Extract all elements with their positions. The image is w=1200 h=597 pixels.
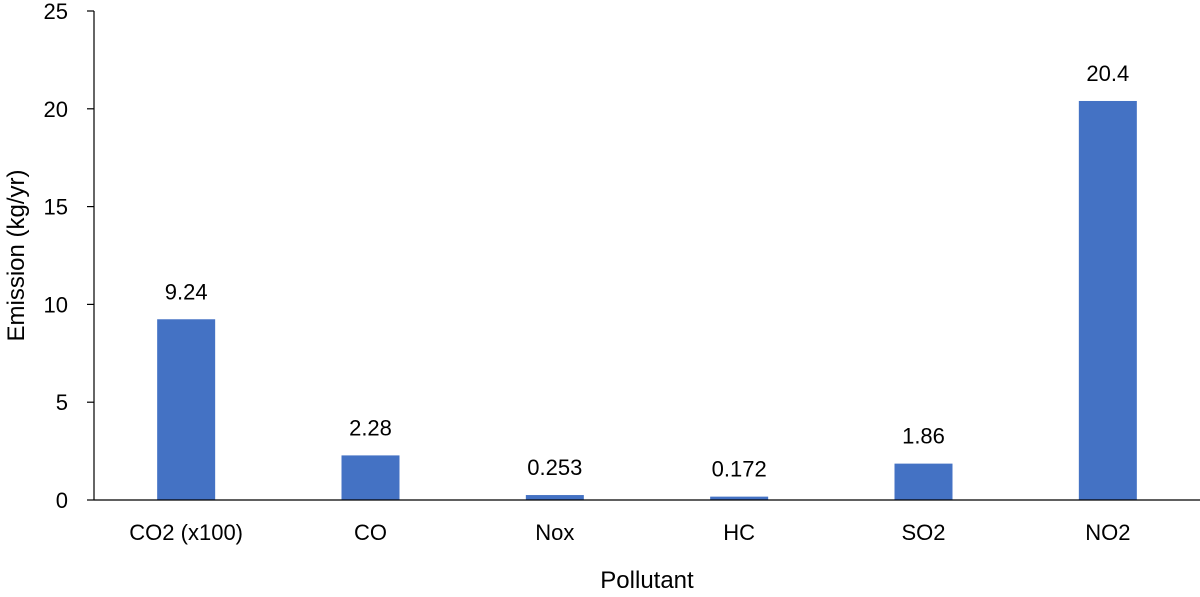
y-tick-label: 0 bbox=[56, 488, 68, 513]
y-tick-label: 20 bbox=[44, 97, 68, 122]
y-tick-label: 15 bbox=[44, 195, 68, 220]
x-axis-category-labels: CO2 (x100) CO Nox HC SO2 NO2 bbox=[129, 520, 1130, 545]
y-tick-label: 5 bbox=[56, 390, 68, 415]
x-axis-title: Pollutant bbox=[600, 567, 694, 592]
data-label: 0.172 bbox=[712, 457, 767, 482]
bar bbox=[341, 455, 400, 500]
x-category-label: CO bbox=[354, 520, 387, 545]
x-category-label: CO2 (x100) bbox=[129, 520, 243, 545]
x-category-label: SO2 bbox=[901, 520, 945, 545]
data-labels: 9.24 2.28 0.253 0.172 1.86 20.4 bbox=[165, 61, 1129, 482]
y-axis-title: Emission (kg/yr) bbox=[3, 169, 30, 341]
x-category-label: Nox bbox=[535, 520, 574, 545]
data-label: 1.86 bbox=[902, 424, 945, 449]
data-label: 2.28 bbox=[349, 415, 392, 440]
bar bbox=[710, 496, 769, 500]
bar bbox=[525, 495, 584, 500]
x-category-label: NO2 bbox=[1085, 520, 1130, 545]
bar bbox=[157, 319, 216, 500]
bar bbox=[1078, 100, 1137, 500]
data-label: 0.253 bbox=[527, 455, 582, 480]
y-axis-ticks: 0 5 10 15 20 25 bbox=[44, 0, 94, 513]
bars bbox=[157, 100, 1137, 500]
data-label: 20.4 bbox=[1086, 61, 1129, 86]
y-tick-label: 25 bbox=[44, 0, 68, 24]
bar bbox=[894, 463, 953, 500]
y-tick-label: 10 bbox=[44, 292, 68, 317]
data-label: 9.24 bbox=[165, 279, 208, 304]
x-category-label: HC bbox=[723, 520, 755, 545]
